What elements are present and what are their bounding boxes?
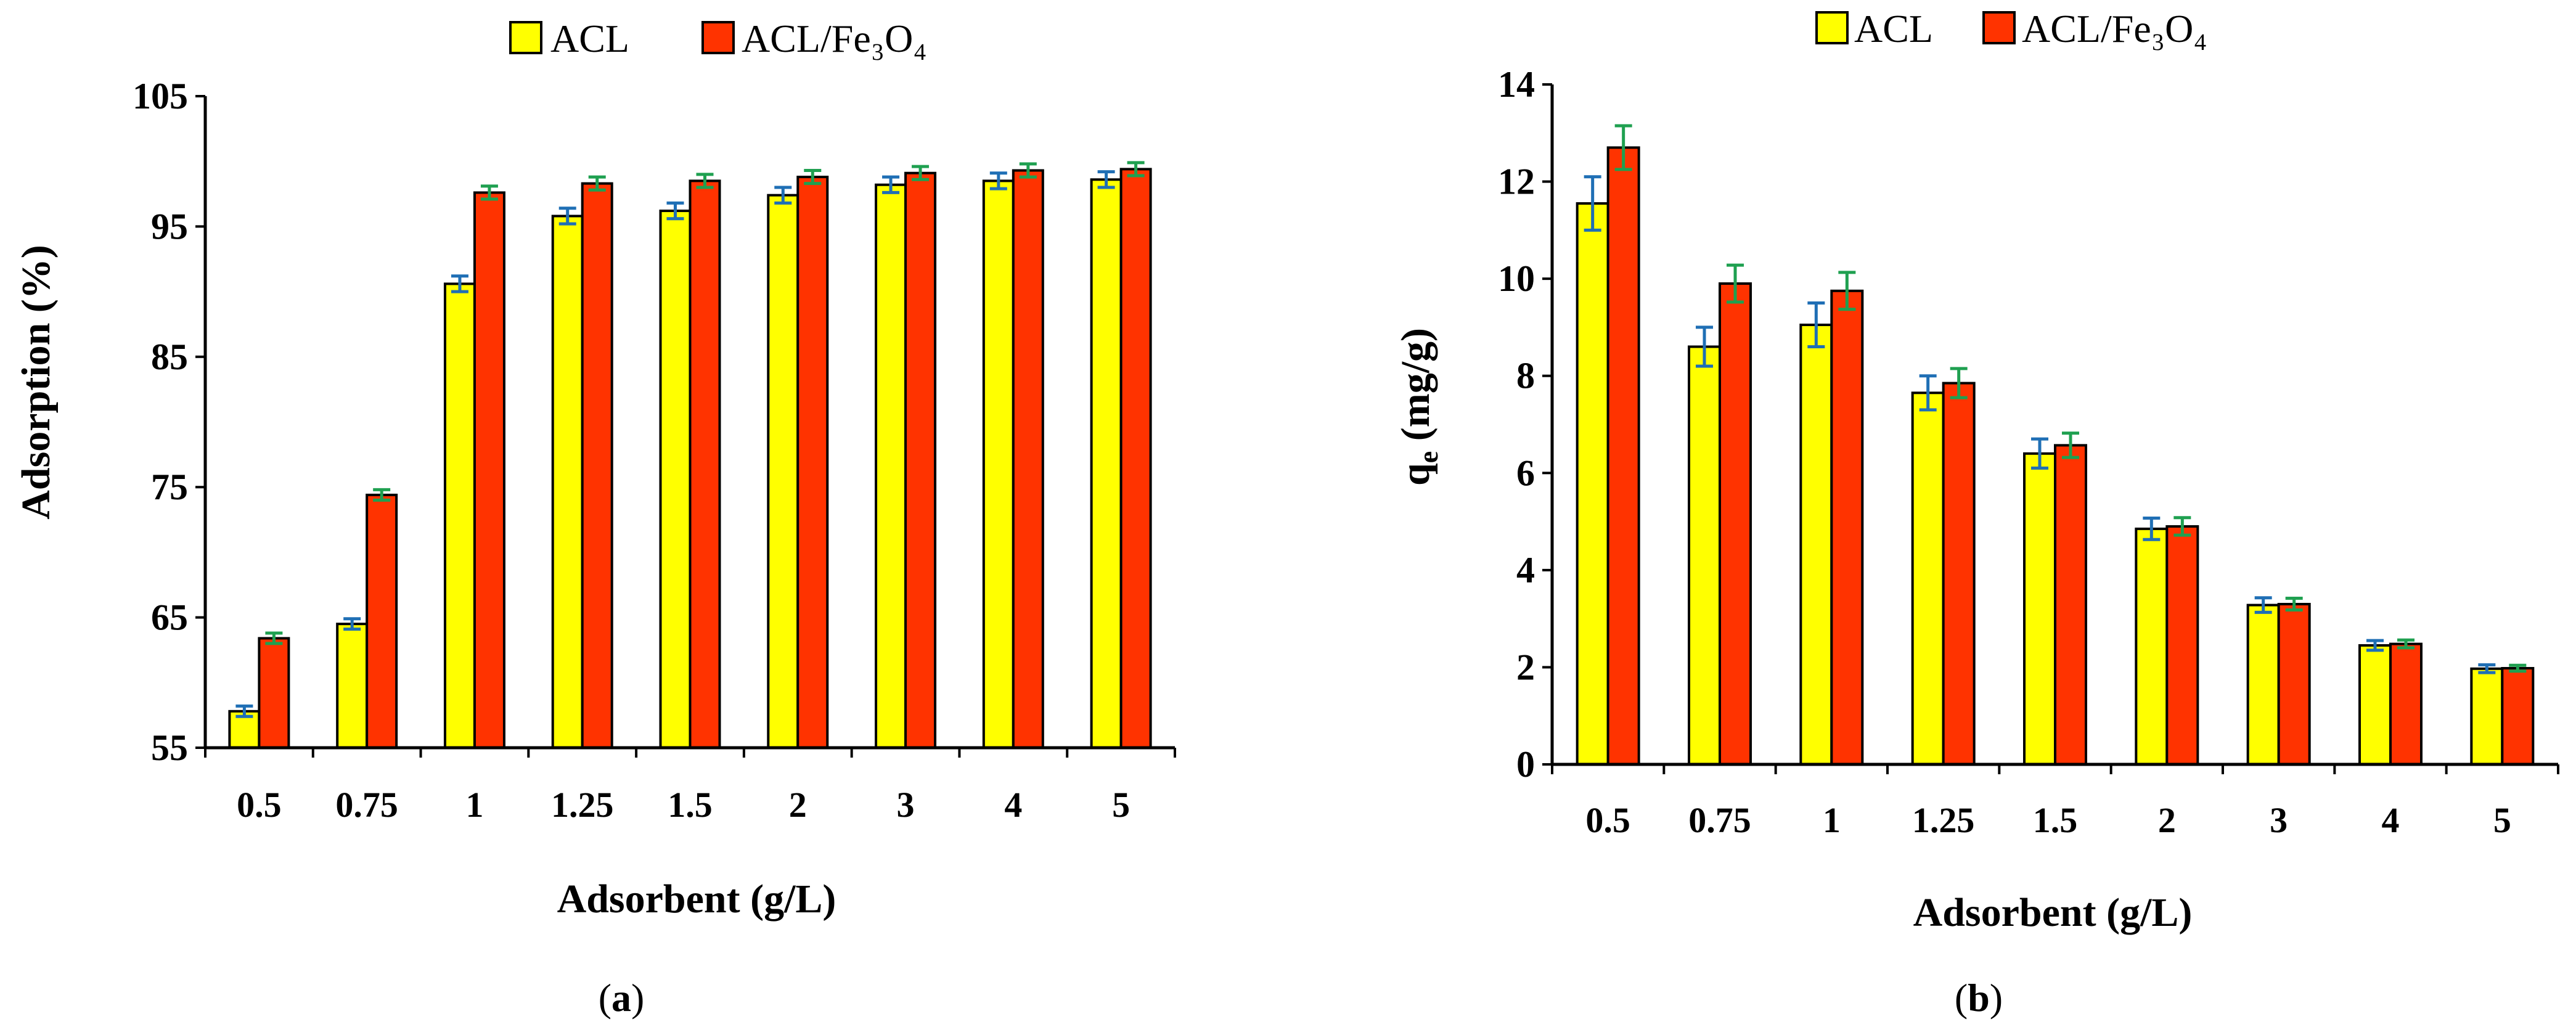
panel-b-legend-fe-label: ACL/Fe₃O₄	[2022, 7, 2207, 51]
panel-a-bar-fe	[1119, 168, 1152, 750]
panel-b-x-tick-label: 3	[2270, 800, 2288, 840]
panel-b-x-tick-label: 1.25	[1912, 800, 1975, 840]
panel-a-bar-acl	[336, 623, 369, 749]
panel-b-bar-acl	[2358, 644, 2392, 766]
panel-b-x-tick-label: 5	[2493, 800, 2511, 840]
panel-a-x-tick-label: 4	[1004, 785, 1022, 825]
panel-b-bar-fe	[1942, 382, 1976, 766]
panel-a-bar-fe	[258, 637, 290, 749]
panel-b-y-tick-label: 8	[1516, 356, 1535, 396]
panel-a-bar-acl	[1090, 178, 1122, 749]
panel-b-x-tick-label: 1.5	[2033, 800, 2078, 840]
panel-b: ACL ACL/Fe₃O₄ qe (mg/g) Adsorbent (g/L) …	[1393, 7, 2559, 1020]
panel-a-bar-fe	[473, 191, 505, 750]
panel-b-y-tick-label: 12	[1498, 162, 1535, 202]
panel-a-bar-fe	[1012, 169, 1044, 749]
panel-b-y-axis-title: qe (mg/g)	[1393, 328, 1444, 486]
panel-b-y-tick-label: 2	[1516, 647, 1535, 687]
panel-b-y-tick-label: 6	[1516, 452, 1535, 493]
panel-b-x-tick-label: 1	[1823, 800, 1841, 840]
panel-a-legend-fe-swatch	[701, 21, 735, 54]
panel-b-legend-acl-label: ACL	[1854, 7, 1933, 51]
panel-b-bar-acl	[2135, 527, 2169, 766]
panel-a-bar-acl	[767, 194, 799, 749]
panel-b-y-tick-label: 0	[1516, 744, 1535, 785]
panel-a-x-axis-title: Adsorbent (g/L)	[557, 877, 836, 922]
panel-b-y-tick-label: 14	[1498, 64, 1535, 105]
panel-b-bar-acl	[1911, 391, 1945, 766]
panel-a-legend: ACL ACL/Fe₃O₄	[509, 17, 927, 60]
panel-a-y-tick-label: 75	[151, 467, 188, 507]
panel-a-y-tick-label: 65	[151, 597, 188, 638]
panel-b-bar-fe	[2389, 642, 2423, 766]
panel-b-bar-fe	[2054, 444, 2087, 766]
panel-a-bar-acl	[875, 183, 907, 749]
panel-b-x-tick-label: 0.75	[1688, 800, 1751, 840]
panel-a-bar-fe	[366, 493, 398, 749]
panel-a-y-axis-title: Adsorption (%)	[14, 245, 59, 520]
panel-b-y-tick-label: 10	[1498, 258, 1535, 299]
panel-a-x-tick-label: 3	[897, 785, 915, 825]
panel-a-y-tick-label: 95	[151, 206, 188, 247]
panel-b-bar-acl	[2023, 452, 2056, 766]
panel-a-bar-acl	[982, 179, 1015, 750]
panel-a-bar-fe	[689, 179, 721, 750]
panel-a-legend-fe-label: ACL/Fe₃O₄	[742, 17, 927, 60]
panel-b-bar-acl	[2470, 667, 2504, 766]
panel-b-bar-acl	[1688, 345, 1721, 766]
panel-b-bar-acl	[1799, 323, 1833, 766]
panel-a-legend-acl-swatch	[509, 21, 542, 54]
panel-a: ACL ACL/Fe₃O₄ Adsorption (%) Adsorbent (…	[14, 17, 1176, 1020]
panel-b-bar-acl	[2246, 603, 2280, 766]
panel-b-bar-fe	[1830, 289, 1864, 766]
panel-b-x-tick-label: 4	[2382, 800, 2400, 840]
panel-b-legend: ACL ACL/Fe₃O₄	[1815, 7, 2207, 51]
panel-a-x-tick-label: 5	[1112, 785, 1130, 825]
panel-b-x-axis-title: Adsorbent (g/L)	[1913, 890, 2193, 935]
panel-a-bar-fe	[796, 176, 829, 749]
panel-b-x-tick-label: 2	[2158, 800, 2176, 840]
panel-a-y-tick-label: 85	[151, 337, 188, 377]
panel-b-bar-fe	[1606, 146, 1640, 766]
panel-a-x-tick-label: 0.75	[335, 785, 398, 825]
panel-a-y-tick-label: 55	[151, 727, 188, 768]
panel-b-legend-acl-swatch	[1815, 11, 1849, 44]
panel-b-bar-fe	[2165, 525, 2199, 766]
panel-b-bar-fe	[1719, 282, 1752, 766]
panel-b-y-tick-label: 4	[1516, 550, 1535, 591]
panel-b-legend-fe-swatch	[1982, 11, 2016, 44]
panel-a-bar-fe	[581, 182, 613, 749]
panel-a-x-tick-label: 1.25	[551, 785, 614, 825]
panel-a-legend-acl-label: ACL	[550, 17, 629, 60]
panel-a-bar-fe	[904, 171, 937, 749]
panel-a-plot: 55 65 75 85 95 105 0.5 0.75 1 1.25 1.5 2 3 4 5	[133, 76, 1176, 825]
panel-b-bar-fe	[2277, 603, 2311, 766]
panel-a-y-tick-label: 105	[133, 76, 188, 117]
panel-b-bar-acl	[1576, 202, 1609, 766]
panel-b-caption: (b)	[1955, 976, 2003, 1020]
panel-a-x-tick-label: 1.5	[668, 785, 713, 825]
panel-b-x-tick-label: 0.5	[1585, 800, 1630, 840]
panel-a-bar-acl	[443, 282, 476, 749]
panel-a-bar-acl	[551, 215, 584, 750]
panel-a-x-tick-label: 0.5	[237, 785, 282, 825]
panel-a-caption: (a)	[599, 976, 645, 1020]
panel-a-bar-acl	[659, 210, 692, 750]
panel-a-x-tick-label: 2	[789, 785, 807, 825]
panel-b-bar-fe	[2501, 667, 2535, 766]
panel-a-x-tick-label: 1	[465, 785, 483, 825]
panel-b-plot: 0 2 4 6 8 10 12 14 0.5 0.75 1 1.25 1.5 2 3 4 5	[1498, 64, 2559, 840]
